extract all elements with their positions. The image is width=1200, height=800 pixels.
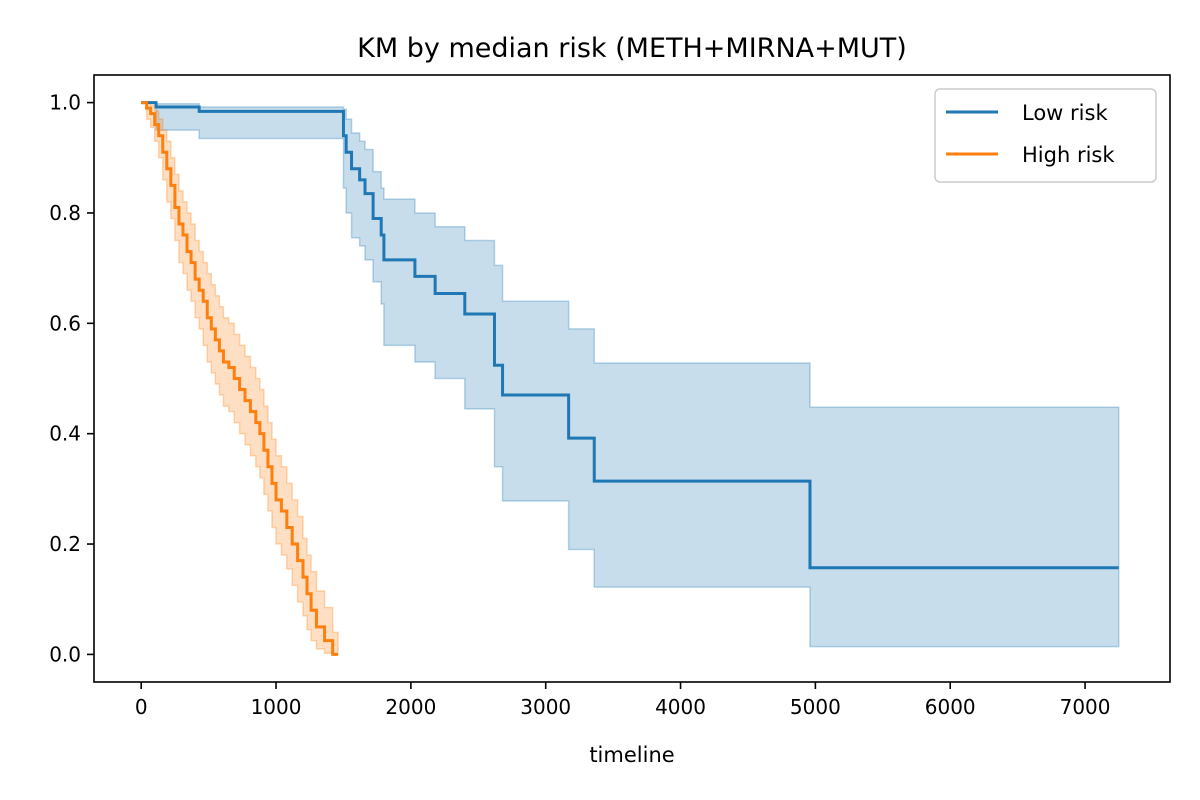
plot-area [141, 101, 1120, 656]
survival-line-high-risk [141, 101, 339, 656]
ci-band-low-risk [141, 101, 1120, 648]
y-tick-label: 0.2 [49, 532, 81, 556]
x-axis-label: timeline [589, 743, 674, 767]
y-tick-label: 0.6 [49, 311, 81, 335]
legend-label-high-risk: High risk [1022, 143, 1115, 167]
x-tick-label: 4000 [655, 695, 706, 719]
axes-frame [93, 74, 1171, 683]
y-axis: 0.0 0.2 0.4 0.6 0.8 1.0 [49, 91, 94, 666]
survival-curves [141, 101, 1119, 656]
x-tick-label: 6000 [925, 695, 976, 719]
x-tick-label: 0 [135, 695, 148, 719]
chart-title: KM by median risk (METH+MIRNA+MUT) [357, 33, 907, 64]
x-tick-label: 5000 [790, 695, 841, 719]
y-tick-label: 0.0 [49, 642, 81, 666]
x-axis: 0 1000 2000 3000 4000 5000 6000 7000 [135, 682, 1111, 719]
survival-line-low-risk [141, 101, 1119, 570]
y-tick-label: 0.8 [49, 201, 81, 225]
x-tick-label: 3000 [520, 695, 571, 719]
x-tick-label: 7000 [1060, 695, 1111, 719]
y-tick-label: 0.4 [49, 422, 81, 446]
x-tick-label: 1000 [251, 695, 302, 719]
legend-label-low-risk: Low risk [1022, 101, 1108, 125]
x-tick-label: 2000 [385, 695, 436, 719]
y-tick-label: 1.0 [49, 91, 81, 115]
legend: Low risk High risk [934, 88, 1157, 183]
